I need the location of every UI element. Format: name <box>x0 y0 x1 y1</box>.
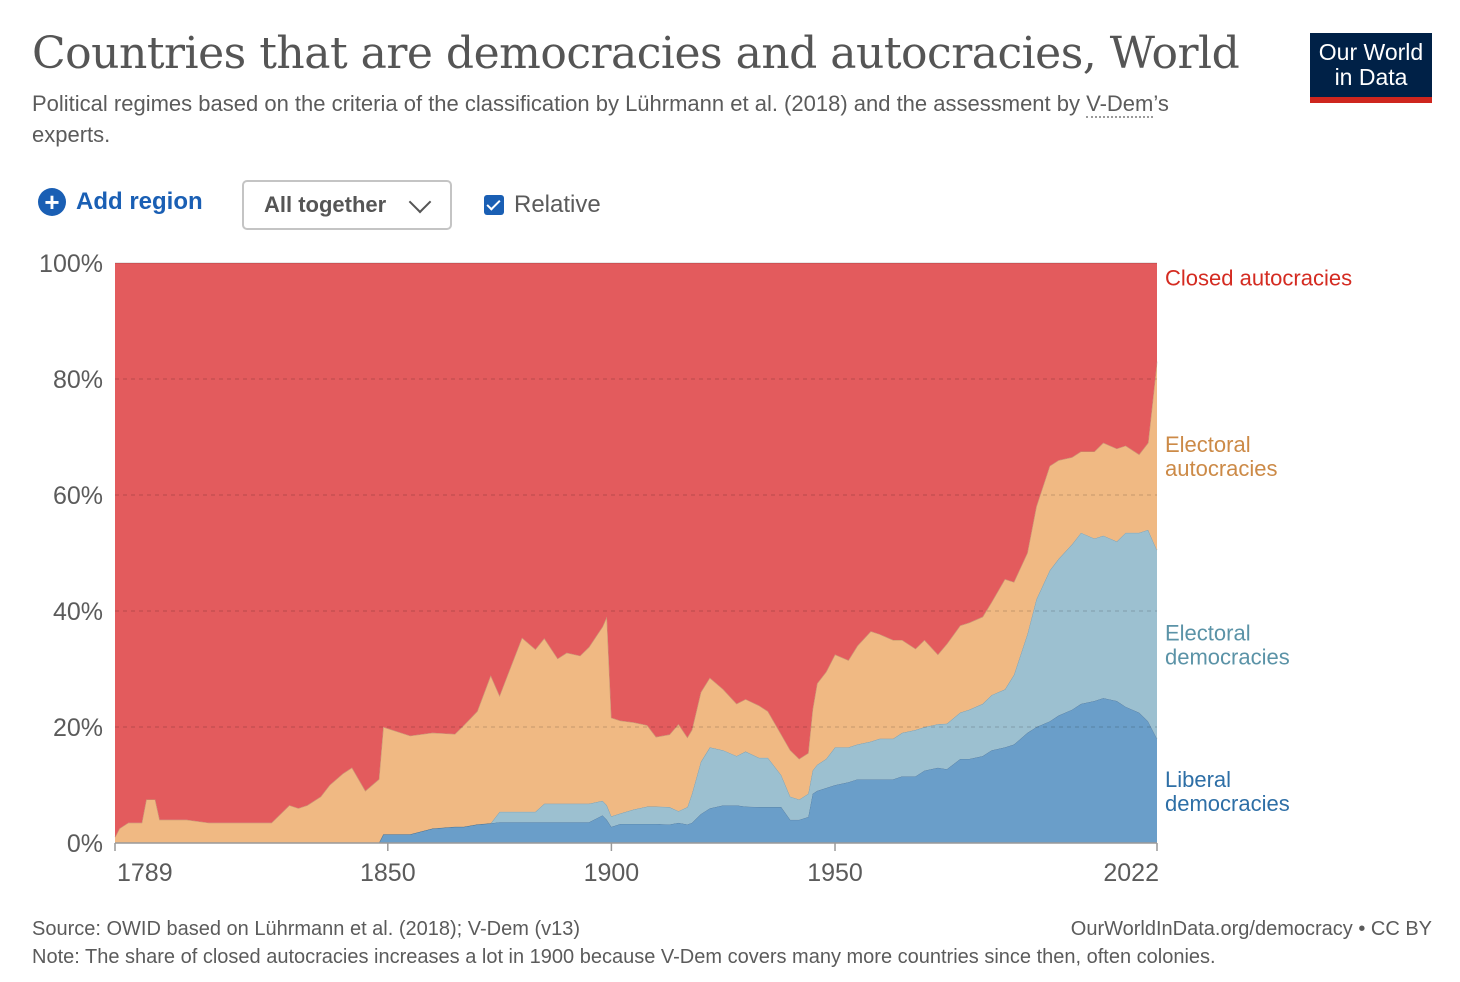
facet-mode-select[interactable]: All together <box>242 180 452 230</box>
series-label-electoral-democracies: Electoral <box>1165 620 1251 645</box>
series-label-electoral-democracies: democracies <box>1165 644 1290 669</box>
relative-label: Relative <box>514 191 601 218</box>
area-series <box>114 262 1158 844</box>
facet-mode-value: All together <box>264 192 387 217</box>
series-label-closed-autocracies: Closed autocracies <box>1165 266 1352 291</box>
series-label-liberal-democracies: democracies <box>1165 791 1290 816</box>
x-tick-label: 1850 <box>360 859 416 887</box>
x-tick-label: 1900 <box>584 859 640 887</box>
y-tick-label: 60% <box>53 482 103 510</box>
series-label-electoral-autocracies: autocracies <box>1165 456 1278 481</box>
area-electoral-autocracies <box>115 361 1157 843</box>
y-tick-label: 20% <box>53 714 103 742</box>
area-liberal-democracies <box>115 698 1157 843</box>
vdem-link[interactable]: V-Dem <box>1086 91 1154 118</box>
series-label-electoral-autocracies: Electoral <box>1165 432 1251 457</box>
y-tick-label: 40% <box>53 598 103 626</box>
chart-controls: + Add region All together Relative <box>38 180 658 230</box>
relative-toggle[interactable]: Relative <box>484 191 601 219</box>
y-tick-label: 0% <box>67 830 103 858</box>
footnote: Note: The share of closed autocracies in… <box>32 946 1216 968</box>
y-tick-label: 100% <box>39 250 103 278</box>
add-region-button[interactable]: + Add region <box>38 188 203 216</box>
plus-circle-icon: + <box>38 188 66 216</box>
x-tick-label: 2022 <box>1103 859 1159 887</box>
area-closed-autocracies <box>115 263 1157 838</box>
x-tick-label: 1950 <box>807 859 863 887</box>
source-note: Source: OWID based on Lührmann et al. (2… <box>32 918 581 940</box>
x-tick-label: 1789 <box>117 859 173 887</box>
logo-line-2: in Data <box>1334 64 1408 90</box>
source-url[interactable]: OurWorldInData.org/democracy • CC BY <box>1070 918 1432 940</box>
owid-logo[interactable]: Our World in Data <box>1310 33 1432 103</box>
axes: 0% 20% 40% 60% 80% 100% 1789 1850 1900 1950 2022 <box>39 250 1159 887</box>
chart-title: Countries that are democracies and autoc… <box>32 28 1240 79</box>
area-electoral-democracies <box>115 529 1157 843</box>
subtitle-tail: ’s experts. <box>32 91 1169 147</box>
series-labels: Closed autocraciesElectoralautocraciesEl… <box>1165 266 1352 816</box>
y-tick-label: 80% <box>53 366 103 394</box>
subtitle-text: Political regimes based on the criteria … <box>32 91 1087 116</box>
add-region-label: Add region <box>76 188 203 215</box>
chart-subtitle: Political regimes based on the criteria … <box>32 88 1252 150</box>
relative-checkbox[interactable] <box>484 195 504 215</box>
logo-line-1: Our World <box>1318 39 1424 65</box>
series-label-liberal-democracies: Liberal <box>1165 767 1231 792</box>
